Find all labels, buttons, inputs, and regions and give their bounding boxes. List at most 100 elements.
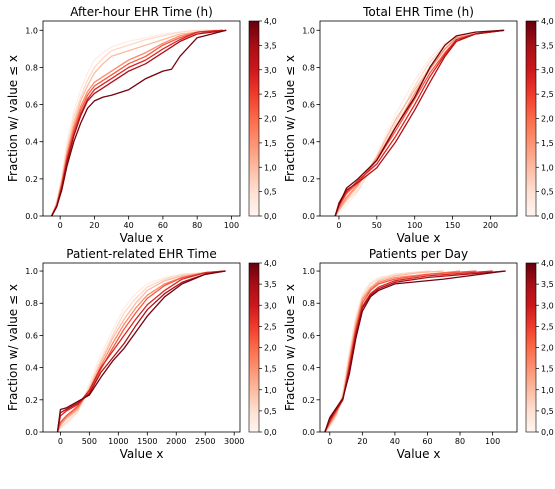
cdf-line-7 bbox=[56, 270, 226, 433]
cdf-line-3 bbox=[324, 270, 444, 433]
y-tick-label: 0.2 bbox=[302, 396, 315, 405]
x-tick-label: 0 bbox=[58, 221, 63, 230]
colorbar-tick-label: 1,0 bbox=[541, 386, 554, 395]
colorbar-tick-label: 0,5 bbox=[541, 188, 554, 197]
x-tick-label: 80 bbox=[192, 221, 202, 230]
colorbar-tick-label: 3,5 bbox=[264, 280, 277, 289]
cdf-line-8 bbox=[51, 29, 227, 217]
x-tick-label: 100 bbox=[224, 221, 239, 230]
y-tick-label: 1.0 bbox=[302, 26, 315, 35]
colorbar-tick-label: 4,0 bbox=[264, 17, 277, 26]
chart-title: Patients per Day bbox=[369, 247, 468, 261]
x-axis-label: Value x bbox=[397, 231, 441, 245]
cdf-line-5 bbox=[56, 270, 226, 433]
colorbar-tick-label: 0,5 bbox=[541, 407, 554, 416]
chart-title: Patient-related EHR Time bbox=[66, 247, 217, 261]
y-tick-label: 0.0 bbox=[25, 428, 38, 437]
colorbar-tick-label: 3,5 bbox=[541, 41, 554, 50]
axes-frame bbox=[42, 20, 241, 217]
chart-panel-1: 0 20 40 60 80 100 0.0 0.2 0.4 0.6 0.8 1.0 After-hour… bbox=[6, 5, 277, 245]
cdf-line-6 bbox=[56, 270, 226, 433]
y-tick-label: 0.0 bbox=[25, 212, 38, 221]
y-axis-label: Fraction w/ value ≤ x bbox=[283, 55, 297, 182]
y-tick-label: 0.2 bbox=[25, 396, 38, 405]
cdf-line-5 bbox=[324, 270, 477, 433]
cdf-line-3 bbox=[56, 270, 226, 433]
cdf-line-8 bbox=[334, 29, 505, 217]
x-tick-label: 100 bbox=[407, 221, 422, 230]
x-axis-label: Value x bbox=[120, 231, 164, 245]
cdf-line-1 bbox=[50, 29, 206, 217]
cdf-line-6 bbox=[334, 29, 505, 217]
y-tick-label: 0.8 bbox=[25, 299, 38, 308]
colorbar bbox=[248, 262, 260, 433]
x-tick-label: 2500 bbox=[195, 437, 215, 446]
axes-frame bbox=[319, 262, 518, 433]
y-axis-label: Fraction w/ value ≤ x bbox=[6, 55, 20, 182]
colorbar-tick-label: 3,0 bbox=[541, 66, 554, 75]
y-tick-label: 1.0 bbox=[25, 26, 38, 35]
chart-title: Total EHR Time (h) bbox=[362, 5, 474, 19]
y-tick-label: 0.4 bbox=[302, 138, 315, 147]
cdf-line-2 bbox=[324, 270, 431, 433]
colorbar-tick-label: 0,0 bbox=[541, 428, 554, 437]
y-tick-label: 0.4 bbox=[25, 138, 38, 147]
colorbar-tick-label: 1,5 bbox=[264, 139, 277, 148]
colorbar bbox=[525, 262, 537, 433]
y-tick-label: 0.8 bbox=[302, 299, 315, 308]
x-tick-label: 3000 bbox=[224, 437, 244, 446]
colorbar-tick-label: 1,0 bbox=[264, 386, 277, 395]
colorbar-tick-label: 1,5 bbox=[541, 139, 554, 148]
cdf-line-7 bbox=[51, 29, 227, 217]
x-axis-label: Value x bbox=[397, 447, 441, 461]
y-tick-label: 1.0 bbox=[302, 267, 315, 276]
colorbar-tick-label: 3,5 bbox=[541, 280, 554, 289]
y-tick-label: 0.8 bbox=[302, 63, 315, 72]
cdf-line-2 bbox=[334, 29, 499, 217]
cdf-line-6 bbox=[51, 29, 223, 217]
x-tick-label: 100 bbox=[485, 437, 500, 446]
colorbar bbox=[525, 20, 537, 217]
cdf-line-4 bbox=[324, 270, 461, 433]
cdf-line-2 bbox=[56, 270, 226, 433]
colorbar-tick-label: 0,0 bbox=[264, 212, 277, 221]
y-tick-label: 1.0 bbox=[25, 267, 38, 276]
cdf-line-8 bbox=[56, 270, 226, 433]
x-tick-label: 500 bbox=[82, 437, 97, 446]
cdf-line-4 bbox=[334, 29, 502, 217]
cdf-line-8 bbox=[324, 270, 506, 433]
axes-frame bbox=[42, 262, 241, 433]
x-tick-label: 200 bbox=[483, 221, 498, 230]
axes-frame bbox=[319, 20, 518, 217]
colorbar-tick-label: 1,5 bbox=[264, 365, 277, 374]
x-tick-label: 1500 bbox=[137, 437, 157, 446]
x-tick-label: 1000 bbox=[108, 437, 128, 446]
y-tick-label: 0.6 bbox=[302, 101, 315, 110]
y-tick-label: 0.2 bbox=[25, 175, 38, 184]
colorbar-tick-label: 2,0 bbox=[541, 344, 554, 353]
y-tick-label: 0.6 bbox=[25, 101, 38, 110]
colorbar-tick-label: 2,0 bbox=[264, 115, 277, 124]
colorbar-tick-label: 1,5 bbox=[541, 365, 554, 374]
colorbar-tick-label: 0,0 bbox=[541, 212, 554, 221]
cdf-line-1 bbox=[324, 270, 428, 433]
y-tick-label: 0.2 bbox=[302, 175, 315, 184]
colorbar-tick-label: 0,5 bbox=[264, 188, 277, 197]
colorbar bbox=[248, 20, 260, 217]
x-tick-label: 50 bbox=[372, 221, 382, 230]
colorbar-tick-label: 2,5 bbox=[264, 90, 277, 99]
chart-title: After-hour EHR Time (h) bbox=[70, 5, 213, 19]
x-tick-label: 0 bbox=[336, 221, 341, 230]
colorbar-tick-label: 0,0 bbox=[264, 428, 277, 437]
y-tick-label: 0.4 bbox=[302, 364, 315, 373]
colorbar-tick-label: 1,0 bbox=[264, 163, 277, 172]
x-tick-label: 80 bbox=[455, 437, 465, 446]
chart-panel-4: 0 20 40 60 80 100 0.0 0.2 0.4 0.6 0.8 1.0 Patients p… bbox=[283, 247, 554, 461]
y-tick-label: 0.0 bbox=[302, 212, 315, 221]
cdf-line-1 bbox=[57, 270, 226, 433]
x-tick-label: 2000 bbox=[166, 437, 186, 446]
colorbar-tick-label: 2,0 bbox=[264, 344, 277, 353]
y-tick-label: 0.4 bbox=[25, 364, 38, 373]
x-tick-label: 0 bbox=[58, 437, 63, 446]
colorbar-tick-label: 0,5 bbox=[264, 407, 277, 416]
